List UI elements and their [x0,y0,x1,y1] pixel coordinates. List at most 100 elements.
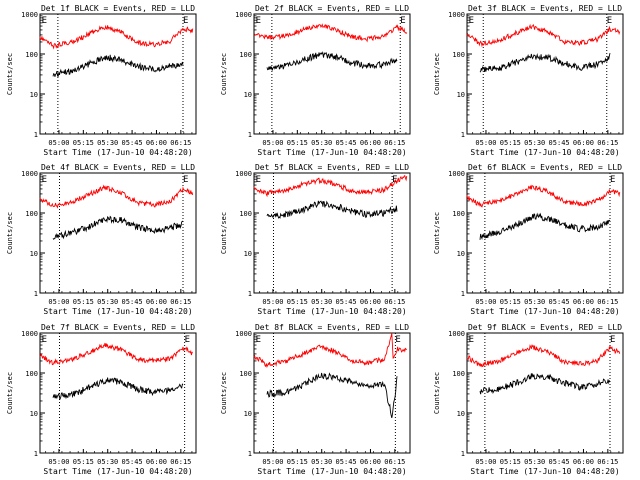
x-tick-label: 05:15 [73,139,94,147]
panel-2: Det 2f BLACK = Events, RED = LLD 1 10 100 10… [220,4,411,157]
x-tick-label: 05:00 [475,458,496,466]
y-tick-label: 1 [461,290,465,298]
y-tick-label: 10 [244,91,252,99]
marker-label: E [42,175,47,185]
events-series-line [266,200,398,219]
x-tick-label: 05:00 [48,139,69,147]
marker-label: E [469,335,474,345]
panel-title: Det 5f BLACK = Events, RED = LLD [255,163,409,172]
marker-label: E [256,335,261,345]
x-tick-label: 05:45 [549,139,570,147]
x-tick-label: 05:30 [97,139,118,147]
x-tick-label: 05:15 [73,298,94,306]
x-tick-label: 06:15 [384,139,405,147]
x-axis-label: Start Time (17-Jun-10 04:48:20) [257,307,406,316]
marker-label: E [183,16,188,26]
y-tick-label: 1 [34,131,38,139]
y-tick-label: 1000 [235,170,252,178]
panel-title: Det 6f BLACK = Events, RED = LLD [468,163,622,172]
y-tick-label: 10 [244,410,252,418]
panel-title: Det 2f BLACK = Events, RED = LLD [255,4,409,13]
events-series-line [266,372,398,419]
x-tick-label: 05:00 [475,139,496,147]
x-tick-label: 05:45 [549,298,570,306]
y-tick-label: 100 [452,51,465,59]
x-tick-label: 05:45 [122,298,143,306]
panel-8: Det 8f BLACK = Events, RED = LLD 1 10 100 10… [220,323,411,476]
y-tick-label: 10 [457,410,465,418]
panel-title: Det 1f BLACK = Events, RED = LLD [41,4,195,13]
marker-label: E [469,175,474,185]
marker-label: E [607,16,612,26]
y-tick-label: 100 [25,51,38,59]
y-tick-label: 1000 [21,330,38,338]
y-tick-label: 10 [30,250,38,258]
y-tick-label: 100 [239,370,252,378]
y-tick-label: 10 [457,91,465,99]
y-axis-label: Counts/sec [433,372,441,414]
x-tick-label: 06:15 [170,298,191,306]
x-tick-label: 05:00 [48,458,69,466]
x-tick-label: 06:00 [360,139,381,147]
x-tick-label: 06:00 [573,139,594,147]
panel-title: Det 9f BLACK = Events, RED = LLD [468,323,622,332]
x-tick-label: 06:15 [597,298,618,306]
x-tick-label: 05:30 [311,458,332,466]
y-axis-label: Counts/sec [6,372,14,414]
x-axis-label: Start Time (17-Jun-10 04:48:20) [43,148,192,157]
y-tick-label: 100 [25,210,38,218]
x-tick-label: 06:15 [384,298,405,306]
marker-label: E [610,335,615,345]
lld-series-line [253,174,408,198]
marker-label: E [256,16,261,26]
x-tick-label: 05:30 [97,458,118,466]
x-tick-label: 05:00 [475,298,496,306]
x-tick-label: 05:00 [262,139,283,147]
y-tick-label: 1 [248,131,252,139]
x-tick-label: 06:00 [146,298,167,306]
x-tick-label: 05:30 [524,139,545,147]
x-tick-label: 05:45 [336,139,357,147]
panel-4: Det 4f BLACK = Events, RED = LLD 1 10 100 10… [6,163,197,316]
lld-series-line [39,342,194,366]
panel-5: Det 5f BLACK = Events, RED = LLD 1 10 100 10… [220,163,411,316]
x-tick-label: 05:15 [500,458,521,466]
x-tick-label: 05:30 [311,139,332,147]
y-axis-label: Counts/sec [6,53,14,95]
marker-label: E [256,175,261,185]
y-tick-label: 1000 [448,330,465,338]
marker-label: E [400,16,405,26]
y-tick-label: 100 [25,370,38,378]
x-tick-label: 06:15 [597,139,618,147]
y-tick-label: 100 [239,51,252,59]
lld-series-line [466,23,621,48]
events-series-line [52,54,184,77]
y-axis-label: Counts/sec [6,212,14,254]
y-tick-label: 1 [34,450,38,458]
y-tick-label: 100 [452,210,465,218]
plot-frame [39,13,197,135]
lld-series-line [253,23,408,43]
plot-frame [39,332,197,454]
x-tick-label: 05:15 [500,139,521,147]
x-axis-label: Start Time (17-Jun-10 04:48:20) [43,467,192,476]
x-tick-label: 05:00 [262,458,283,466]
panel-title: Det 8f BLACK = Events, RED = LLD [255,323,409,332]
lld-series-line [253,332,408,369]
y-tick-label: 100 [452,370,465,378]
x-tick-label: 05:30 [524,458,545,466]
x-tick-label: 05:45 [336,298,357,306]
marker-label: E [395,335,400,345]
y-tick-label: 10 [30,410,38,418]
x-tick-label: 05:45 [336,458,357,466]
x-axis-label: Start Time (17-Jun-10 04:48:20) [257,148,406,157]
marker-label: E [42,16,47,26]
x-tick-label: 06:00 [573,458,594,466]
events-series-line [52,215,184,240]
x-tick-label: 06:15 [597,458,618,466]
x-tick-label: 06:00 [146,139,167,147]
y-axis-label: Counts/sec [433,53,441,95]
x-tick-label: 06:15 [170,139,191,147]
y-axis-label: Counts/sec [220,53,228,95]
plot-frame [253,13,411,135]
